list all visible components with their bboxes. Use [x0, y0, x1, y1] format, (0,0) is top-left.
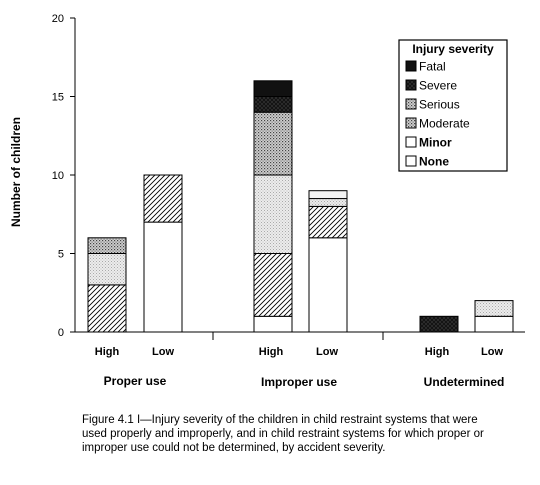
legend-item-moderate: Moderate [405, 117, 470, 131]
legend-swatch-serious [405, 98, 417, 110]
category-labels: High Low High Low High Low [95, 332, 503, 358]
legend-items: Fatal Severe Serious Moderate Minor None [405, 60, 470, 169]
category-label-3: Low [316, 346, 338, 358]
legend-label-moderate: Moderate [419, 117, 470, 131]
legend-item-none: None [405, 155, 449, 169]
legend-label-serious: Serious [419, 98, 460, 112]
legend-swatch-none [405, 155, 417, 167]
bar-0-segment-severe [87, 253, 127, 286]
group-label-undetermined: Undetermined [424, 375, 505, 389]
category-label-5: Low [481, 346, 503, 358]
y-tick-label-2: 10 [52, 170, 64, 182]
group-label-proper: Proper use [104, 374, 167, 388]
bar-4 [419, 315, 459, 333]
bar-2-segment-moderate [253, 253, 293, 317]
y-tick-label-1: 5 [58, 249, 64, 261]
bar-2-segment-unlabeled [253, 174, 293, 254]
bar-5-segment-serious [474, 300, 514, 317]
legend-swatch-fatal [405, 60, 417, 72]
bar-1 [143, 174, 183, 333]
legend-item-fatal: Fatal [405, 60, 446, 74]
bar-3-segment-severe [308, 198, 348, 207]
bar-0-segment-moderate [87, 284, 127, 333]
legend-item-severe: Severe [405, 79, 457, 93]
bar-1-segment-moderate [143, 174, 183, 223]
y-ticks: 0 5 10 15 20 [52, 13, 75, 339]
legend-label-fatal: Fatal [419, 60, 446, 74]
legend-title: Injury severity [412, 42, 494, 56]
y-axis-label: Number of children [9, 117, 23, 227]
bar-3 [308, 190, 348, 333]
legend-item-serious: Serious [405, 98, 460, 112]
bar-3-segment-moderate [308, 205, 348, 239]
category-label-0: High [95, 346, 120, 358]
legend-box [398, 39, 508, 172]
bar-2-segment-severe [253, 96, 293, 113]
bar-5 [474, 300, 514, 333]
group-label-improper: Improper use [261, 375, 337, 389]
legend-label-severe: Severe [419, 79, 457, 93]
bar-2-segment-fatal [253, 80, 293, 98]
bar-4-segment-fatal [419, 315, 459, 333]
bar-2-segment-none [253, 315, 293, 333]
legend-swatch-minor [405, 136, 417, 148]
bar-0 [87, 237, 127, 333]
bar-5-segment-minor [474, 315, 514, 333]
bar-2 [253, 80, 293, 333]
bars [87, 80, 514, 333]
category-label-2: High [259, 346, 284, 358]
bar-3-segment-serious [308, 190, 348, 200]
legend-label-none: None [419, 155, 449, 169]
bar-0-segment-serious [87, 237, 127, 255]
legend-swatch-severe [405, 79, 417, 91]
y-tick-label-3: 15 [52, 92, 64, 104]
legend-item-minor: Minor [405, 136, 452, 150]
y-tick-label-0: 0 [58, 327, 64, 339]
bar-3-segment-minor [308, 237, 348, 333]
bar-1-segment-minor [143, 221, 183, 333]
figure-caption: Figure 4.1 I—Injury severity of the chil… [82, 414, 484, 454]
chart: Number of children 0 5 10 15 20 High Low High L… [9, 13, 525, 389]
category-label-4: High [425, 346, 450, 358]
category-label-1: Low [152, 346, 174, 358]
legend-label-minor: Minor [419, 136, 452, 150]
legend-swatch-moderate [405, 117, 417, 129]
bar-2-segment-serious [253, 111, 293, 176]
legend: Injury severity Fatal Severe Serious Modera… [398, 39, 508, 172]
y-tick-label-4: 20 [52, 13, 64, 25]
